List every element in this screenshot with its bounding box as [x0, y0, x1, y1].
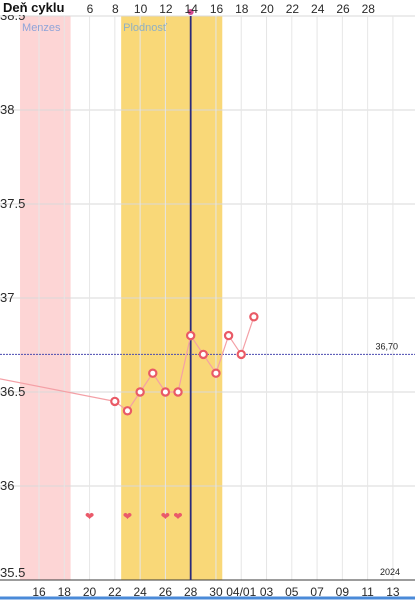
year-label: 2024 [380, 567, 400, 577]
data-point[interactable] [173, 387, 183, 397]
x-date-label: 18 [58, 585, 72, 599]
cycle-day-label: 8 [112, 2, 119, 16]
x-date-label: 03 [260, 585, 274, 599]
data-point[interactable] [185, 330, 196, 341]
cycle-day-label: 6 [87, 2, 94, 16]
y-tick-label: 35.5 [0, 565, 25, 580]
cycle-day-label: 12 [159, 2, 173, 16]
title-background [0, 0, 64, 15]
data-point[interactable] [110, 396, 120, 407]
grid-layer [0, 15, 415, 600]
x-date-label: 24 [133, 585, 147, 599]
x-date-label: 07 [310, 585, 324, 599]
series-layer [0, 312, 259, 416]
x-date-label: 20 [83, 585, 97, 599]
cycle-day-label: 10 [134, 2, 148, 16]
today-dot [187, 9, 194, 15]
heart-icon: ❤ [173, 511, 182, 523]
cycle-day-label: 16 [210, 2, 224, 16]
x-date-label: 11 [361, 585, 374, 599]
data-point[interactable] [249, 312, 259, 322]
y-tick-label: 38 [0, 102, 14, 117]
x-date-label: 09 [336, 585, 350, 599]
cycle-day-label: 24 [311, 2, 325, 16]
data-point[interactable] [236, 349, 246, 360]
cycle-day-label: 26 [336, 2, 350, 16]
data-point[interactable] [223, 330, 234, 341]
heart-icon: ❤ [161, 511, 170, 523]
zone-label-1: Plodnosť [123, 22, 168, 34]
cycle-day-label: 18 [235, 2, 249, 16]
x-date-label: 05 [285, 585, 299, 599]
reference-line-label: 36,70 [375, 341, 398, 351]
cycle-day-label: 20 [260, 2, 274, 16]
data-point[interactable] [148, 368, 158, 378]
x-date-label: 13 [386, 585, 400, 599]
zone-label-0: Menzes [22, 22, 61, 34]
data-point[interactable] [122, 406, 133, 416]
x-date-label: 26 [159, 585, 173, 599]
cycle-day-label: 22 [286, 2, 300, 16]
data-point[interactable] [211, 368, 221, 378]
chart-title: Deň cyklu [3, 0, 64, 15]
hearts-layer: ❤ ❤ ❤ ❤ [85, 511, 183, 523]
heart-icon: ❤ [123, 511, 132, 523]
y-tick-label: 37.5 [0, 196, 25, 211]
series-incoming-line [0, 378, 115, 402]
data-point[interactable] [198, 349, 209, 360]
today-marker-layer [187, 9, 194, 580]
x-date-label: 16 [32, 585, 46, 599]
y-tick-label: 36 [0, 478, 14, 493]
cycle-day-label: 14 [185, 2, 199, 16]
y-tick-label: 37 [0, 290, 14, 305]
x-date-label: 30 [209, 585, 223, 599]
cycle-day-label: 28 [362, 2, 376, 16]
data-point[interactable] [160, 387, 171, 397]
heart-icon: ❤ [85, 511, 94, 523]
data-point[interactable] [135, 387, 145, 397]
x-date-label: 22 [108, 585, 122, 599]
x-date-label: 28 [184, 585, 198, 599]
y-tick-label: 36.5 [0, 384, 25, 399]
x-date-label: 04/01 [226, 585, 256, 599]
